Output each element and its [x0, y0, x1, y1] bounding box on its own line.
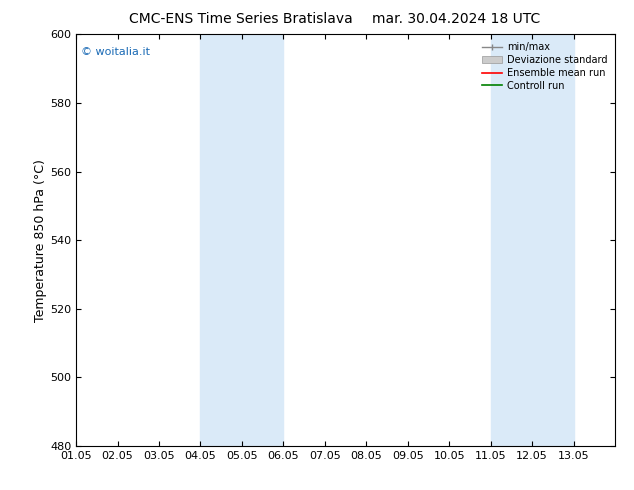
Text: CMC-ENS Time Series Bratislava: CMC-ENS Time Series Bratislava [129, 12, 353, 26]
Text: © woitalia.it: © woitalia.it [81, 47, 150, 57]
Bar [242, 34, 283, 446]
Bar [491, 34, 532, 446]
Legend: min/max, Deviazione standard, Ensemble mean run, Controll run: min/max, Deviazione standard, Ensemble m… [479, 39, 610, 94]
Y-axis label: Temperature 850 hPa (°C): Temperature 850 hPa (°C) [34, 159, 47, 321]
Bar [532, 34, 574, 446]
Bar [200, 34, 242, 446]
Text: mar. 30.04.2024 18 UTC: mar. 30.04.2024 18 UTC [372, 12, 541, 26]
